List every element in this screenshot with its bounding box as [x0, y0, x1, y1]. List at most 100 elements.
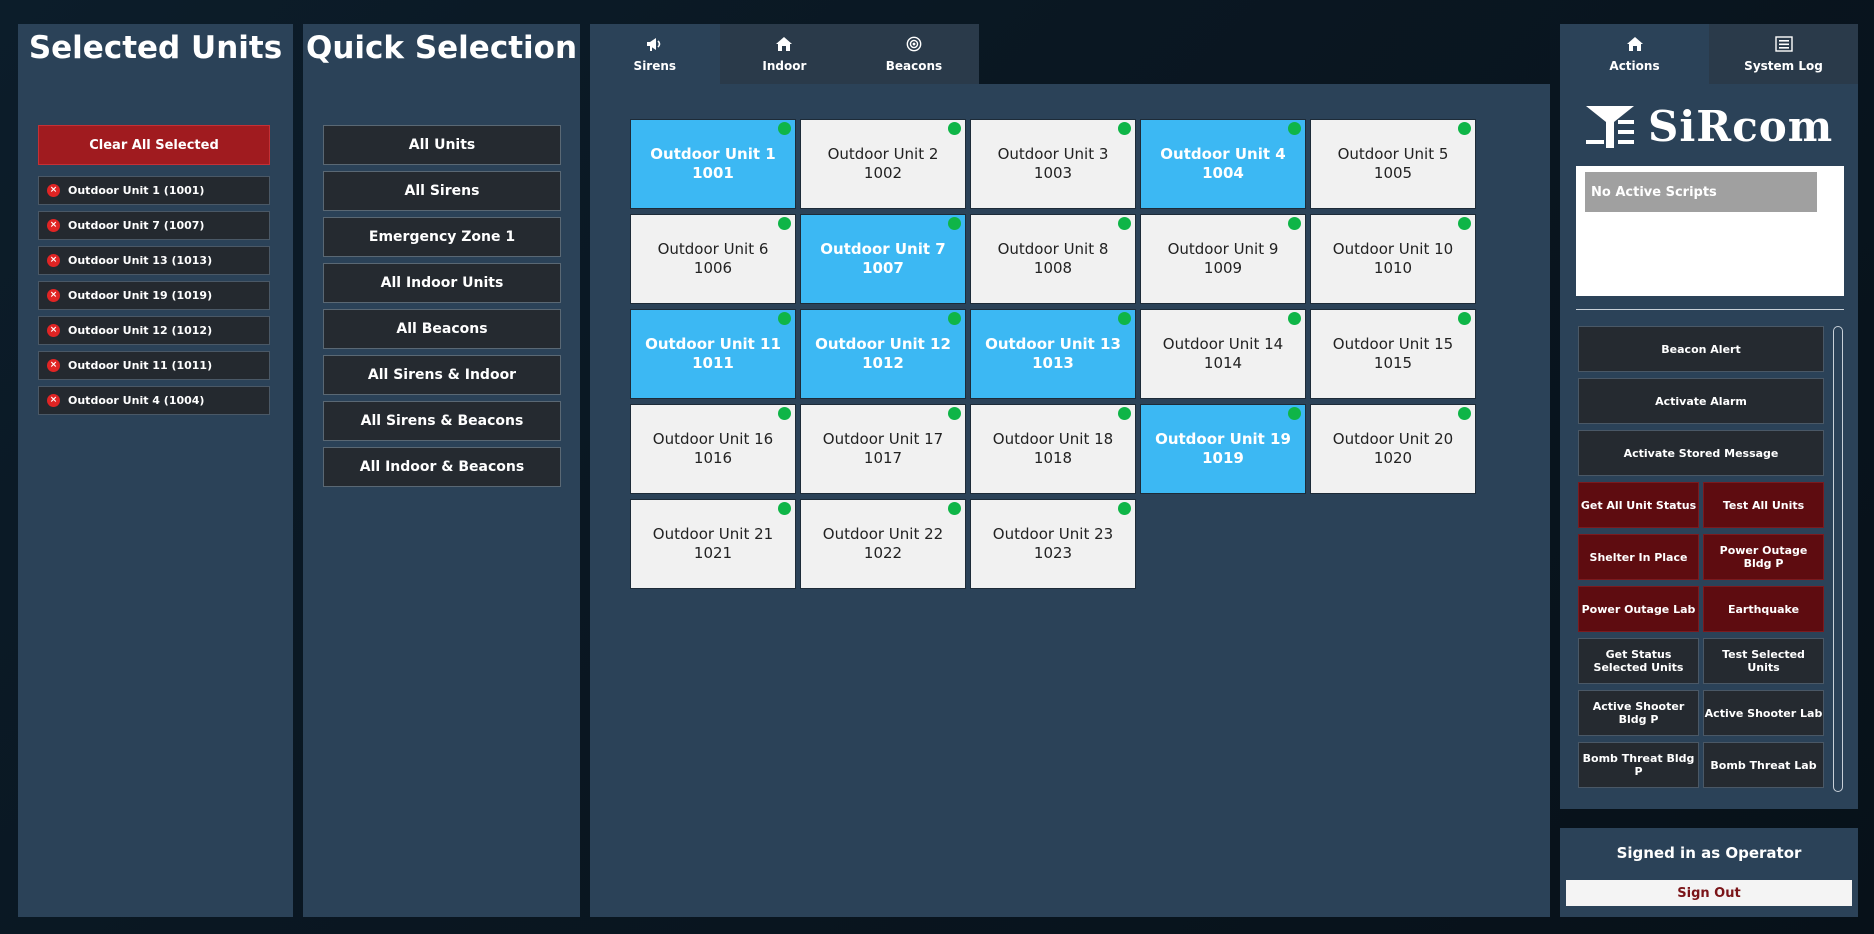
remove-x-icon[interactable]: × — [47, 324, 60, 337]
action-button[interactable]: Shelter In Place — [1578, 534, 1699, 580]
quick-select-button[interactable]: All Sirens & Indoor — [323, 355, 561, 395]
quick-select-button[interactable]: All Sirens — [323, 171, 561, 211]
unit-name: Outdoor Unit 10 — [1332, 240, 1454, 258]
status-dot — [778, 122, 791, 135]
remove-x-icon[interactable]: × — [47, 219, 60, 232]
selected-unit-item[interactable]: × Outdoor Unit 1 (1001) — [38, 176, 270, 205]
sign-out-button[interactable]: Sign Out — [1566, 880, 1852, 906]
tab-label: Sirens — [633, 58, 677, 73]
action-button[interactable]: Active Shooter Lab — [1703, 690, 1824, 736]
divider — [1576, 309, 1844, 310]
unit-tile[interactable]: Outdoor Unit 17 1017 — [800, 404, 966, 494]
tab-beacons[interactable]: Beacons — [849, 24, 979, 84]
action-button[interactable]: Bomb Threat Bldg P — [1578, 742, 1699, 788]
action-button[interactable]: Power Outage Bldg P — [1703, 534, 1824, 580]
remove-x-icon[interactable]: × — [47, 394, 60, 407]
selected-unit-item[interactable]: × Outdoor Unit 7 (1007) — [38, 211, 270, 240]
unit-tile[interactable]: Outdoor Unit 20 1020 — [1310, 404, 1476, 494]
unit-id: 1022 — [863, 544, 903, 562]
unit-tile[interactable]: Outdoor Unit 6 1006 — [630, 214, 796, 304]
unit-tile[interactable]: Outdoor Unit 2 1002 — [800, 119, 966, 209]
action-button[interactable]: Test Selected Units — [1703, 638, 1824, 684]
unit-tile[interactable]: Outdoor Unit 15 1015 — [1310, 309, 1476, 399]
action-row: Get All Unit Status Test All Units — [1578, 482, 1824, 534]
unit-tile[interactable]: Outdoor Unit 22 1022 — [800, 499, 966, 589]
action-row: Get Status Selected Units Test Selected U… — [1578, 638, 1824, 690]
unit-tile[interactable]: Outdoor Unit 4 1004 — [1140, 119, 1306, 209]
selected-unit-item[interactable]: × Outdoor Unit 11 (1011) — [38, 351, 270, 380]
unit-name: Outdoor Unit 20 — [1332, 430, 1454, 448]
action-button[interactable]: Active Shooter Bldg P — [1578, 690, 1699, 736]
action-button[interactable]: Power Outage Lab — [1578, 586, 1699, 632]
active-scripts-box: No Active Scripts — [1576, 166, 1844, 296]
quick-select-button[interactable]: All Indoor & Beacons — [323, 447, 561, 487]
status-dot — [1118, 502, 1131, 515]
action-button[interactable]: Activate Alarm — [1578, 378, 1824, 424]
status-dot — [1288, 312, 1301, 325]
quick-select-button[interactable]: All Units — [323, 125, 561, 165]
unit-tile[interactable]: Outdoor Unit 12 1012 — [800, 309, 966, 399]
action-button[interactable]: Beacon Alert — [1578, 326, 1824, 372]
list-icon — [1774, 35, 1793, 59]
quick-select-button[interactable]: All Sirens & Beacons — [323, 401, 561, 441]
status-dot — [1118, 312, 1131, 325]
signed-in-text: Signed in as Operator — [1616, 844, 1802, 862]
unit-id: 1005 — [1373, 164, 1413, 182]
remove-x-icon[interactable]: × — [47, 289, 60, 302]
selected-unit-item[interactable]: × Outdoor Unit 4 (1004) — [38, 386, 270, 415]
unit-tile[interactable]: Outdoor Unit 11 1011 — [630, 309, 796, 399]
quick-select-button[interactable]: All Beacons — [323, 309, 561, 349]
unit-tile[interactable]: Outdoor Unit 8 1008 — [970, 214, 1136, 304]
unit-tile[interactable]: Outdoor Unit 18 1018 — [970, 404, 1136, 494]
selected-unit-label: Outdoor Unit 4 (1004) — [68, 394, 205, 407]
unit-tile[interactable]: Outdoor Unit 13 1013 — [970, 309, 1136, 399]
unit-name: Outdoor Unit 19 — [1155, 430, 1291, 448]
unit-tile[interactable]: Outdoor Unit 5 1005 — [1310, 119, 1476, 209]
action-row: Bomb Threat Bldg P Bomb Threat Lab — [1578, 742, 1824, 794]
tab-indoor[interactable]: Indoor — [720, 24, 850, 84]
unit-id: 1003 — [1033, 164, 1073, 182]
unit-tile[interactable]: Outdoor Unit 16 1016 — [630, 404, 796, 494]
actions-scrollbar[interactable] — [1833, 326, 1843, 792]
unit-tile[interactable]: Outdoor Unit 10 1010 — [1310, 214, 1476, 304]
tab-actions[interactable]: Actions — [1560, 24, 1709, 84]
home-icon — [1626, 36, 1644, 59]
quick-select-button[interactable]: Emergency Zone 1 — [323, 217, 561, 257]
action-button[interactable]: Get Status Selected Units — [1578, 638, 1699, 684]
remove-x-icon[interactable]: × — [47, 184, 60, 197]
action-row: Power Outage Lab Earthquake — [1578, 586, 1824, 638]
unit-name: Outdoor Unit 4 — [1160, 145, 1286, 163]
clear-all-selected-button[interactable]: Clear All Selected — [38, 125, 270, 165]
unit-tile[interactable]: Outdoor Unit 19 1019 — [1140, 404, 1306, 494]
unit-name: Outdoor Unit 13 — [985, 335, 1121, 353]
unit-name: Outdoor Unit 15 — [1332, 335, 1454, 353]
unit-tile[interactable]: Outdoor Unit 23 1023 — [970, 499, 1136, 589]
quick-select-button[interactable]: All Indoor Units — [323, 263, 561, 303]
remove-x-icon[interactable]: × — [47, 254, 60, 267]
unit-tile[interactable]: Outdoor Unit 1 1001 — [630, 119, 796, 209]
unit-tile[interactable]: Outdoor Unit 21 1021 — [630, 499, 796, 589]
action-button[interactable]: Get All Unit Status — [1578, 482, 1699, 528]
unit-tile[interactable]: Outdoor Unit 14 1014 — [1140, 309, 1306, 399]
tab-sirens[interactable]: Sirens — [590, 24, 720, 84]
unit-id: 1001 — [692, 164, 734, 182]
status-dot — [1118, 217, 1131, 230]
action-button[interactable]: Test All Units — [1703, 482, 1824, 528]
tab-system-log[interactable]: System Log — [1709, 24, 1858, 84]
status-dot — [1458, 217, 1471, 230]
selected-unit-item[interactable]: × Outdoor Unit 12 (1012) — [38, 316, 270, 345]
unit-name: Outdoor Unit 7 — [820, 240, 946, 258]
action-button[interactable]: Bomb Threat Lab — [1703, 742, 1824, 788]
unit-tile[interactable]: Outdoor Unit 3 1003 — [970, 119, 1136, 209]
selected-unit-item[interactable]: × Outdoor Unit 13 (1013) — [38, 246, 270, 275]
unit-id: 1012 — [862, 354, 904, 372]
remove-x-icon[interactable]: × — [47, 359, 60, 372]
unit-name: Outdoor Unit 3 — [997, 145, 1109, 163]
unit-grid: Outdoor Unit 1 1001 Outdoor Unit 2 1002 Outd… — [630, 119, 1480, 594]
action-button[interactable]: Earthquake — [1703, 586, 1824, 632]
unit-tile[interactable]: Outdoor Unit 7 1007 — [800, 214, 966, 304]
unit-tile[interactable]: Outdoor Unit 9 1009 — [1140, 214, 1306, 304]
selected-unit-item[interactable]: × Outdoor Unit 19 (1019) — [38, 281, 270, 310]
unit-id: 1023 — [1033, 544, 1073, 562]
action-button[interactable]: Activate Stored Message — [1578, 430, 1824, 476]
